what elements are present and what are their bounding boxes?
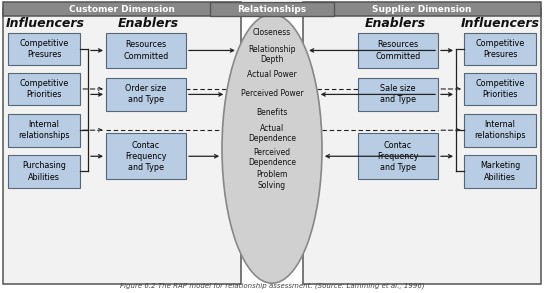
Text: Enablers: Enablers (364, 17, 425, 30)
Text: Order size
and Type: Order size and Type (125, 84, 166, 105)
Bar (8, 155, 80, 188)
Bar (303, 2, 541, 16)
Text: Resources
Committed: Resources Committed (375, 40, 421, 61)
Text: Actual
Dependence: Actual Dependence (248, 124, 296, 143)
Bar (106, 33, 186, 68)
Text: Actual Power: Actual Power (247, 70, 297, 79)
Bar (8, 33, 80, 65)
Text: Competitive
Presures: Competitive Presures (475, 39, 524, 59)
Text: Relationship
Depth: Relationship Depth (248, 45, 296, 64)
Text: Competitive
Presures: Competitive Presures (20, 39, 69, 59)
Bar (106, 134, 186, 179)
Text: Benefits: Benefits (256, 108, 288, 117)
Bar (464, 114, 536, 146)
Text: Internal
relationships: Internal relationships (18, 120, 70, 140)
Bar (464, 33, 536, 65)
Text: Relationships: Relationships (237, 5, 307, 14)
Text: Perceived
Dependence: Perceived Dependence (248, 148, 296, 167)
Text: Resources
Committed: Resources Committed (123, 40, 169, 61)
Bar (3, 2, 241, 16)
Text: Competitive
Priorities: Competitive Priorities (20, 79, 69, 99)
Bar (210, 2, 334, 16)
Text: Internal
relationships: Internal relationships (474, 120, 526, 140)
Bar (106, 78, 186, 111)
Bar (464, 73, 536, 105)
Bar (358, 134, 438, 179)
Ellipse shape (222, 14, 322, 283)
Bar (358, 33, 438, 68)
Text: Customer Dimension: Customer Dimension (69, 5, 175, 14)
Text: Influencers: Influencers (5, 17, 84, 30)
Text: Contac
Frequency
and Type: Contac Frequency and Type (377, 141, 419, 172)
Text: Figure 6.2 The RAP model for relationship assessment. (Source: Lamming et al., 1: Figure 6.2 The RAP model for relationshi… (120, 282, 424, 289)
Bar (8, 73, 80, 105)
Text: Influencers: Influencers (461, 17, 540, 30)
Bar (3, 8, 241, 284)
Text: Perceived Power: Perceived Power (240, 89, 304, 98)
Text: Competitive
Priorities: Competitive Priorities (475, 79, 524, 99)
Text: Supplier Dimension: Supplier Dimension (372, 5, 472, 14)
Text: Contac
Frequency
and Type: Contac Frequency and Type (125, 141, 167, 172)
Text: Marketing
Abilities: Marketing Abilities (480, 161, 520, 181)
Text: Sale size
and Type: Sale size and Type (380, 84, 416, 105)
Text: Closeness: Closeness (253, 28, 291, 37)
Text: Problem
Solving: Problem Solving (256, 171, 288, 190)
Text: Enablers: Enablers (118, 17, 178, 30)
Bar (358, 78, 438, 111)
Bar (303, 8, 541, 284)
Text: Purchasing
Abilities: Purchasing Abilities (22, 161, 66, 181)
Bar (464, 155, 536, 188)
Bar (8, 114, 80, 146)
